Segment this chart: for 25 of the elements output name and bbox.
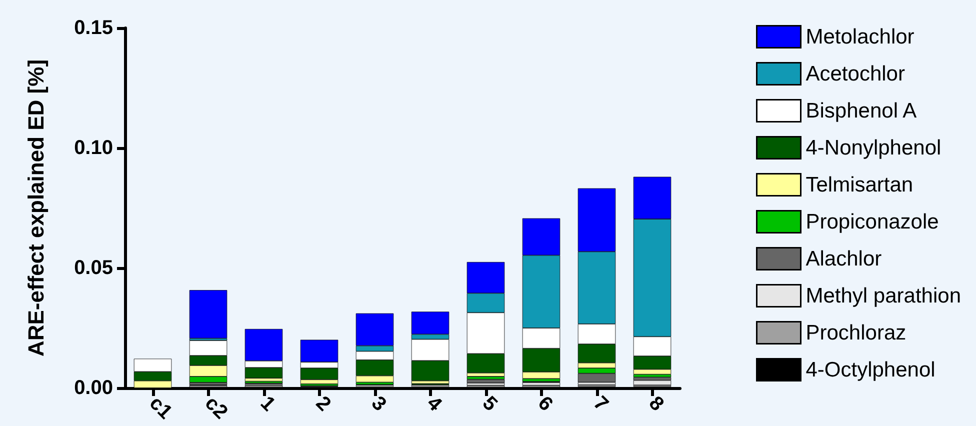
y-tick-label: 0.15 — [74, 17, 113, 39]
x-tick-label: 3 — [366, 392, 390, 416]
x-tick-label: 6 — [533, 392, 557, 416]
x-tick-label: 1 — [256, 392, 280, 416]
x-tick-label: 8 — [644, 392, 668, 416]
x-tick-label: c1 — [144, 392, 176, 424]
legend-label: Bisphenol A — [806, 99, 917, 122]
x-tick-label: 7 — [588, 392, 612, 416]
legend-label: Telmisartan — [806, 173, 914, 196]
y-tick-label: 0.05 — [74, 257, 113, 279]
x-tick-label: 4 — [422, 392, 446, 416]
y-axis-title: ARE-effect explained ED [%] — [24, 59, 48, 357]
y-tick-label: 0.00 — [74, 377, 113, 399]
legend-label: Metolachlor — [806, 25, 914, 48]
legend-label: Alachlor — [806, 247, 882, 270]
legend-label: Acetochlor — [806, 62, 905, 86]
legend-label: Methyl parathion — [806, 284, 962, 308]
x-tick-label: 5 — [478, 392, 502, 416]
x-tick-label: 2 — [311, 392, 335, 416]
legend-label: 4-Nonylphenol — [806, 136, 942, 160]
legend-label: 4-Octylphenol — [806, 358, 936, 382]
legend-label: Prochloraz — [806, 321, 906, 344]
x-tick-label: c2 — [200, 392, 232, 424]
legend-label: Propiconazole — [806, 210, 939, 234]
y-tick-label: 0.10 — [74, 137, 113, 159]
